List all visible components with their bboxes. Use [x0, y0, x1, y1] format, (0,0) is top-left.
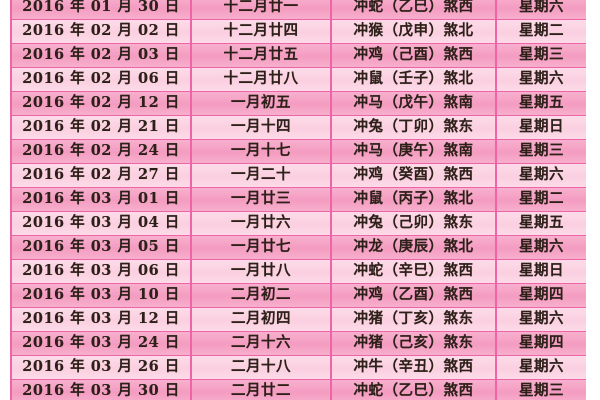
cell-gregorian-date: 2016 年 02 月 03 日	[10, 43, 192, 68]
cell-weekday: 星期四	[495, 283, 586, 308]
cell-weekday: 星期三	[495, 43, 586, 68]
cell-clash-and-sha-direction: 冲兔（丁卯）煞东	[330, 115, 497, 140]
cell-gregorian-date: 2016 年 02 月 27 日	[10, 163, 192, 188]
cell-gregorian-date: 2016 年 03 月 01 日	[10, 187, 192, 212]
cell-lunar-date: 一月初五	[190, 91, 332, 116]
cell-gregorian-date: 2016 年 03 月 06 日	[10, 259, 192, 284]
cell-clash-and-sha-direction: 冲马（庚午）煞南	[330, 139, 497, 164]
cell-lunar-date: 二月十八	[190, 355, 332, 380]
cell-weekday: 星期三	[495, 139, 586, 164]
almanac-table-body: 2016 年 01 月 30 日十二月廿一 冲蛇（乙巳）煞西 星期六 2016 年 0…	[10, 0, 586, 400]
cell-weekday: 星期六	[495, 0, 586, 20]
cell-lunar-date: 一月十七	[190, 139, 332, 164]
page-right-margin	[586, 0, 600, 400]
cell-clash-and-sha-direction: 冲鸡（己酉）煞西	[330, 43, 497, 68]
cell-weekday: 星期五	[495, 91, 586, 116]
cell-lunar-date: 二月廿二	[190, 379, 332, 400]
cell-weekday: 星期六	[495, 307, 586, 332]
cell-clash-and-sha-direction: 冲鸡（癸酉）煞西	[330, 163, 497, 188]
cell-clash-and-sha-direction: 冲猴（戊申）煞北	[330, 19, 497, 44]
cell-weekday: 星期六	[495, 163, 586, 188]
cell-lunar-date: 二月初二	[190, 283, 332, 308]
cell-weekday: 星期日	[495, 115, 586, 140]
cell-gregorian-date: 2016 年 02 月 21 日	[10, 115, 192, 140]
cell-clash-and-sha-direction: 冲猪（丁亥）煞东	[330, 307, 497, 332]
table-row: 2016 年 02 月 06 日十二月廿八 冲鼠（壬子）煞北 星期六	[10, 67, 586, 92]
table-row: 2016 年 03 月 01 日一月廿三 冲鼠（丙子）煞北 星期二	[10, 187, 586, 212]
cell-lunar-date: 十二月廿四	[190, 19, 332, 44]
cell-lunar-date: 一月廿八	[190, 259, 332, 284]
almanac-date-table: 2016 年 01 月 30 日十二月廿一 冲蛇（乙巳）煞西 星期六 2016 年 0…	[10, 0, 586, 400]
table-row: 2016 年 03 月 24 日二月十六 冲猪（己亥）煞东 星期四	[10, 331, 586, 356]
cell-lunar-date: 二月十六	[190, 331, 332, 356]
cell-gregorian-date: 2016 年 02 月 02 日	[10, 19, 192, 44]
cell-gregorian-date: 2016 年 03 月 04 日	[10, 211, 192, 236]
table-row: 2016 年 02 月 03 日十二月廿五 冲鸡（己酉）煞西 星期三	[10, 43, 586, 68]
cell-lunar-date: 一月廿六	[190, 211, 332, 236]
cell-lunar-date: 一月二十	[190, 163, 332, 188]
cell-weekday: 星期四	[495, 331, 586, 356]
cell-gregorian-date: 2016 年 02 月 12 日	[10, 91, 192, 116]
table-row: 2016 年 02 月 12 日一月初五 冲马（戊午）煞南 星期五	[10, 91, 586, 116]
cell-gregorian-date: 2016 年 03 月 30 日	[10, 379, 192, 400]
cell-clash-and-sha-direction: 冲鼠（壬子）煞北	[330, 67, 497, 92]
table-row: 2016 年 02 月 27 日一月二十 冲鸡（癸酉）煞西 星期六	[10, 163, 586, 188]
table-row: 2016 年 03 月 04 日一月廿六 冲兔（己卯）煞东 星期五	[10, 211, 586, 236]
table-row: 2016 年 03 月 05 日一月廿七 冲龙（庚辰）煞北 星期六	[10, 235, 586, 260]
cell-lunar-date: 一月廿三	[190, 187, 332, 212]
table-row: 2016 年 03 月 10 日二月初二 冲鸡（乙酉）煞西 星期四	[10, 283, 586, 308]
cell-weekday: 星期二	[495, 187, 586, 212]
table-row: 2016 年 03 月 26 日二月十八 冲牛（辛丑）煞西 星期六	[10, 355, 586, 380]
table-row: 2016 年 03 月 06 日一月廿八 冲蛇（辛巳）煞西 星期日	[10, 259, 586, 284]
cell-gregorian-date: 2016 年 03 月 24 日	[10, 331, 192, 356]
table-row: 2016 年 02 月 02 日十二月廿四 冲猴（戊申）煞北 星期二	[10, 19, 586, 44]
table-row: 2016 年 03 月 30 日二月廿二 冲蛇（乙巳）煞西 星期三	[10, 379, 586, 400]
cell-clash-and-sha-direction: 冲鸡（乙酉）煞西	[330, 283, 497, 308]
cell-lunar-date: 十二月廿五	[190, 43, 332, 68]
cell-clash-and-sha-direction: 冲蛇（乙巳）煞西	[330, 0, 497, 20]
cell-weekday: 星期二	[495, 19, 586, 44]
cell-weekday: 星期六	[495, 67, 586, 92]
page-left-margin	[0, 0, 10, 400]
table-row: 2016 年 02 月 24 日一月十七 冲马（庚午）煞南 星期三	[10, 139, 586, 164]
cell-clash-and-sha-direction: 冲蛇（乙巳）煞西	[330, 379, 497, 400]
cell-clash-and-sha-direction: 冲马（戊午）煞南	[330, 91, 497, 116]
cell-gregorian-date: 2016 年 03 月 12 日	[10, 307, 192, 332]
cell-gregorian-date: 2016 年 03 月 26 日	[10, 355, 192, 380]
cell-clash-and-sha-direction: 冲牛（辛丑）煞西	[330, 355, 497, 380]
table-row: 2016 年 02 月 21 日一月十四 冲兔（丁卯）煞东 星期日	[10, 115, 586, 140]
cell-clash-and-sha-direction: 冲龙（庚辰）煞北	[330, 235, 497, 260]
cell-lunar-date: 一月廿七	[190, 235, 332, 260]
cell-weekday: 星期日	[495, 259, 586, 284]
cell-lunar-date: 一月十四	[190, 115, 332, 140]
cell-weekday: 星期六	[495, 355, 586, 380]
cell-clash-and-sha-direction: 冲猪（己亥）煞东	[330, 331, 497, 356]
cell-lunar-date: 二月初四	[190, 307, 332, 332]
cell-gregorian-date: 2016 年 02 月 06 日	[10, 67, 192, 92]
table-row: 2016 年 03 月 12 日二月初四 冲猪（丁亥）煞东 星期六	[10, 307, 586, 332]
calendar-table-container: 2016 年 01 月 30 日十二月廿一 冲蛇（乙巳）煞西 星期六 2016 年 0…	[10, 0, 586, 400]
cell-clash-and-sha-direction: 冲鼠（丙子）煞北	[330, 187, 497, 212]
cell-weekday: 星期六	[495, 235, 586, 260]
cell-weekday: 星期三	[495, 379, 586, 400]
cell-clash-and-sha-direction: 冲蛇（辛巳）煞西	[330, 259, 497, 284]
cell-weekday: 星期五	[495, 211, 586, 236]
cell-gregorian-date: 2016 年 03 月 05 日	[10, 235, 192, 260]
cell-gregorian-date: 2016 年 02 月 24 日	[10, 139, 192, 164]
cell-clash-and-sha-direction: 冲兔（己卯）煞东	[330, 211, 497, 236]
cell-gregorian-date: 2016 年 01 月 30 日	[10, 0, 192, 20]
table-row: 2016 年 01 月 30 日十二月廿一 冲蛇（乙巳）煞西 星期六	[10, 0, 586, 20]
cell-gregorian-date: 2016 年 03 月 10 日	[10, 283, 192, 308]
cell-lunar-date: 十二月廿一	[190, 0, 332, 20]
cell-lunar-date: 十二月廿八	[190, 67, 332, 92]
